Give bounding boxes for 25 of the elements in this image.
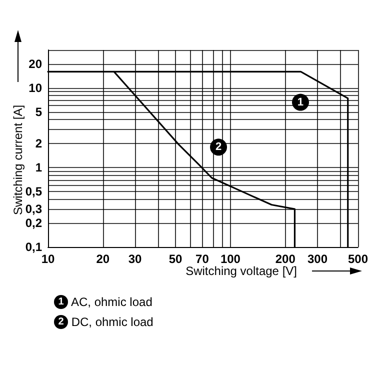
x-tick-label: 500 <box>348 252 368 266</box>
y-tick-label: 2 <box>35 136 42 151</box>
x-tick-label: 50 <box>168 252 183 266</box>
x-axis-title: Switching voltage [V] <box>186 264 297 278</box>
y-axis-title: Switching current [A] <box>11 104 25 215</box>
x-tick-label: 200 <box>275 252 296 266</box>
x-tick-label: 30 <box>128 252 142 266</box>
y-tick-label: 1 <box>35 160 42 174</box>
annotation: 1 <box>297 96 304 108</box>
annotation: 2 <box>215 141 222 154</box>
y-tick-label: 20 <box>28 57 42 72</box>
legend-label: DC, ohmic load <box>68 315 154 329</box>
x-tick-label: 100 <box>220 252 241 266</box>
y-tick-label: 5 <box>35 104 42 119</box>
y-tick-label: 0,3 <box>25 202 42 216</box>
y-tick-label: 0,2 <box>25 216 42 230</box>
legend-label: AC, ohmic load <box>68 295 152 309</box>
y-tick-label: 0,1 <box>25 240 42 254</box>
x-tick-label: 70 <box>196 252 210 266</box>
y-tick-label: 10 <box>28 80 42 95</box>
x-tick-label: 20 <box>96 252 110 266</box>
text: 1 <box>58 296 64 308</box>
x-tick-label: 300 <box>308 252 328 266</box>
text: 2 <box>58 316 64 328</box>
y-tick-label: 0,5 <box>25 184 42 198</box>
